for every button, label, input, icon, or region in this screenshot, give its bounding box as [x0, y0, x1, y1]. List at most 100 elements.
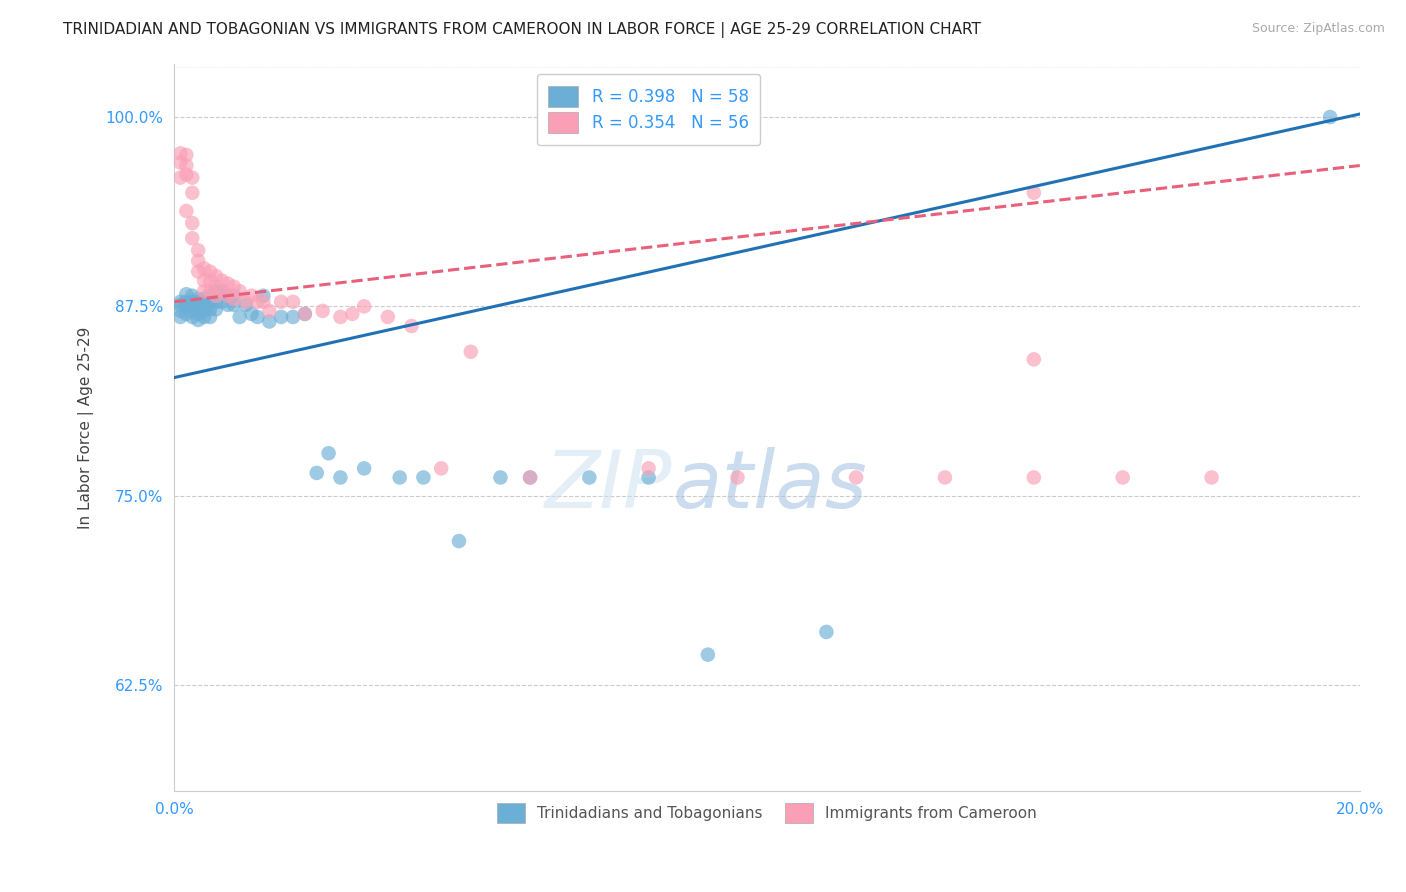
Legend: Trinidadians and Tobagonians, Immigrants from Cameroon: Trinidadians and Tobagonians, Immigrants…	[489, 796, 1045, 830]
Point	[281, 310, 304, 324]
Point	[198, 302, 221, 317]
Text: atlas: atlas	[672, 447, 868, 524]
Point	[187, 264, 209, 278]
Point	[519, 470, 541, 484]
Point	[181, 299, 204, 313]
Point	[181, 170, 204, 185]
Point	[181, 304, 204, 318]
Point	[198, 289, 221, 303]
Point	[176, 148, 198, 162]
Point	[193, 292, 215, 306]
Point	[176, 287, 198, 301]
Point	[1022, 186, 1045, 200]
Point	[228, 310, 250, 324]
Point	[259, 314, 281, 328]
Point	[1319, 110, 1341, 124]
Point	[181, 294, 204, 309]
Point	[217, 277, 239, 291]
Point	[205, 268, 228, 283]
Text: TRINIDADIAN AND TOBAGONIAN VS IMMIGRANTS FROM CAMEROON IN LABOR FORCE | AGE 25-2: TRINIDADIAN AND TOBAGONIAN VS IMMIGRANTS…	[63, 22, 981, 38]
Point	[578, 470, 600, 484]
Point	[193, 310, 215, 324]
Point	[696, 648, 718, 662]
Point	[235, 294, 257, 309]
Point	[205, 279, 228, 293]
Point	[211, 294, 233, 309]
Point	[246, 294, 269, 309]
Point	[1022, 470, 1045, 484]
Point	[205, 284, 228, 298]
Point	[205, 294, 228, 309]
Point	[181, 216, 204, 230]
Point	[222, 292, 245, 306]
Point	[169, 304, 191, 318]
Point	[169, 170, 191, 185]
Point	[489, 470, 512, 484]
Point	[240, 289, 263, 303]
Point	[377, 310, 399, 324]
Point	[187, 299, 209, 313]
Point	[252, 289, 274, 303]
Point	[181, 186, 204, 200]
Point	[259, 304, 281, 318]
Point	[1201, 470, 1223, 484]
Point	[519, 470, 541, 484]
Point	[217, 298, 239, 312]
Point	[198, 284, 221, 298]
Point	[447, 534, 470, 549]
Point	[388, 470, 411, 484]
Point	[217, 289, 239, 303]
Point	[228, 284, 250, 298]
Point	[193, 284, 215, 298]
Point	[176, 307, 198, 321]
Point	[1022, 352, 1045, 367]
Point	[329, 310, 352, 324]
Text: ZIP: ZIP	[546, 447, 672, 524]
Point	[181, 289, 204, 303]
Text: Source: ZipAtlas.com: Source: ZipAtlas.com	[1251, 22, 1385, 36]
Point	[205, 302, 228, 317]
Point	[342, 307, 364, 321]
Point	[176, 159, 198, 173]
Point	[934, 470, 956, 484]
Point	[176, 203, 198, 218]
Point	[222, 289, 245, 303]
Point	[222, 298, 245, 312]
Point	[187, 307, 209, 321]
Point	[176, 168, 198, 182]
Point	[193, 261, 215, 276]
Point	[193, 304, 215, 318]
Point	[211, 284, 233, 298]
Point	[246, 310, 269, 324]
Point	[281, 294, 304, 309]
Point	[305, 466, 328, 480]
Point	[353, 299, 375, 313]
Point	[169, 155, 191, 169]
Point	[198, 296, 221, 310]
Point	[198, 274, 221, 288]
Point	[169, 298, 191, 312]
Point	[1112, 470, 1135, 484]
Point	[211, 274, 233, 288]
Point	[240, 307, 263, 321]
Point	[176, 294, 198, 309]
Point	[845, 470, 868, 484]
Point	[252, 294, 274, 309]
Point	[187, 254, 209, 268]
Point	[270, 294, 292, 309]
Point	[205, 289, 228, 303]
Point	[353, 461, 375, 475]
Point	[460, 344, 482, 359]
Point	[169, 310, 191, 324]
Point	[187, 244, 209, 258]
Point	[193, 296, 215, 310]
Point	[311, 304, 333, 318]
Point	[430, 461, 453, 475]
Point	[401, 319, 423, 334]
Point	[211, 284, 233, 298]
Point	[169, 294, 191, 309]
Point	[294, 307, 316, 321]
Point	[187, 292, 209, 306]
Point	[198, 264, 221, 278]
Point	[637, 470, 659, 484]
